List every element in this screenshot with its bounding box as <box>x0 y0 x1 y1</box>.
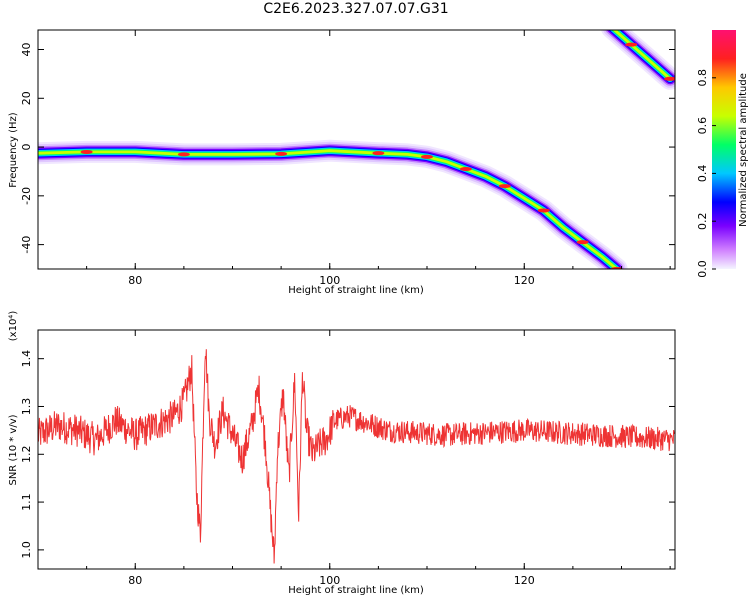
y-tick-label: 1.3 <box>20 398 33 416</box>
y-tick-label: -40 <box>20 236 33 254</box>
spectrogram-axes: 80 100 120 -40 -20 0 20 40 <box>20 30 675 287</box>
colorbar-tick-label: 0.6 <box>696 117 709 135</box>
y-tick-label: 1.0 <box>20 541 33 559</box>
spectrogram-peak <box>459 167 472 172</box>
spectrogram-peak <box>498 184 511 189</box>
spectrogram-peak <box>537 208 550 213</box>
colorbar-ticks: 0.0 0.2 0.4 0.6 0.8 <box>696 69 716 278</box>
x-tick-label: 120 <box>514 574 535 587</box>
y-tick-label: 1.4 <box>20 350 33 368</box>
x-tick-label: 100 <box>319 274 340 287</box>
spectrogram-peak <box>664 76 675 81</box>
x-tick-label: 120 <box>514 274 535 287</box>
spectrogram-peak <box>177 152 190 157</box>
spectrogram-peak <box>372 151 385 156</box>
x-tick-label: 80 <box>128 274 142 287</box>
spectrogram-trace-band <box>38 149 618 269</box>
spectrogram-xlabel: Height of straight line (km) <box>288 285 424 296</box>
y-tick-label: 0 <box>20 144 33 151</box>
snr-ylabel: SNR (10 * v/v) <box>8 414 19 485</box>
spectrogram-peak <box>625 42 638 47</box>
chart-title: C2E6.2023.327.07.07.G31 <box>263 1 449 17</box>
spectrogram-trace-band <box>612 30 672 81</box>
colorbar-tick-label: 0.2 <box>696 212 709 230</box>
spectrogram-frame <box>37 29 676 270</box>
spectrogram-ylabel: Frequency (Hz) <box>8 112 19 188</box>
colorbar: 0.0 0.2 0.4 0.6 0.8 Normalized spectral ampl… <box>696 30 749 278</box>
spectrogram-traces <box>38 30 675 269</box>
colorbar-label: Normalized spectral amplitude <box>738 73 749 227</box>
spectrogram-peak <box>576 240 589 245</box>
spectrogram-peak <box>80 149 93 154</box>
snr-xlabel: Height of straight line (km) <box>288 585 424 596</box>
y-tick-label: 1.1 <box>20 493 33 511</box>
snr-series-line <box>38 349 675 564</box>
spectrogram-peak <box>421 154 434 159</box>
y-tick-label: 40 <box>20 43 33 57</box>
snr-axes: 80 100 120 1.0 1.1 1.2 1.3 1.4 <box>20 330 675 587</box>
x-tick-label: 80 <box>128 574 142 587</box>
snr-frame <box>37 329 676 570</box>
snr-panel: 80 100 120 1.0 1.1 1.2 1.3 1.4 Height of straig… <box>8 311 676 596</box>
spectrogram-panel: 80 100 120 -40 -20 0 20 40 Height of straight l… <box>8 29 676 296</box>
colorbar-tick-label: 0.8 <box>696 69 709 87</box>
spectrogram-peak <box>275 151 288 156</box>
y-tick-label: 20 <box>20 91 33 105</box>
y-tick-label: 1.2 <box>20 446 33 464</box>
snr-multiplier: (x10⁴) <box>8 311 19 342</box>
y-tick-label: -20 <box>20 187 33 205</box>
snr-plot-area <box>38 330 675 569</box>
colorbar-gradient <box>712 30 736 269</box>
x-tick-label: 100 <box>319 574 340 587</box>
colorbar-tick-label: 0.4 <box>696 165 709 183</box>
colorbar-tick-label: 0.0 <box>696 260 709 278</box>
